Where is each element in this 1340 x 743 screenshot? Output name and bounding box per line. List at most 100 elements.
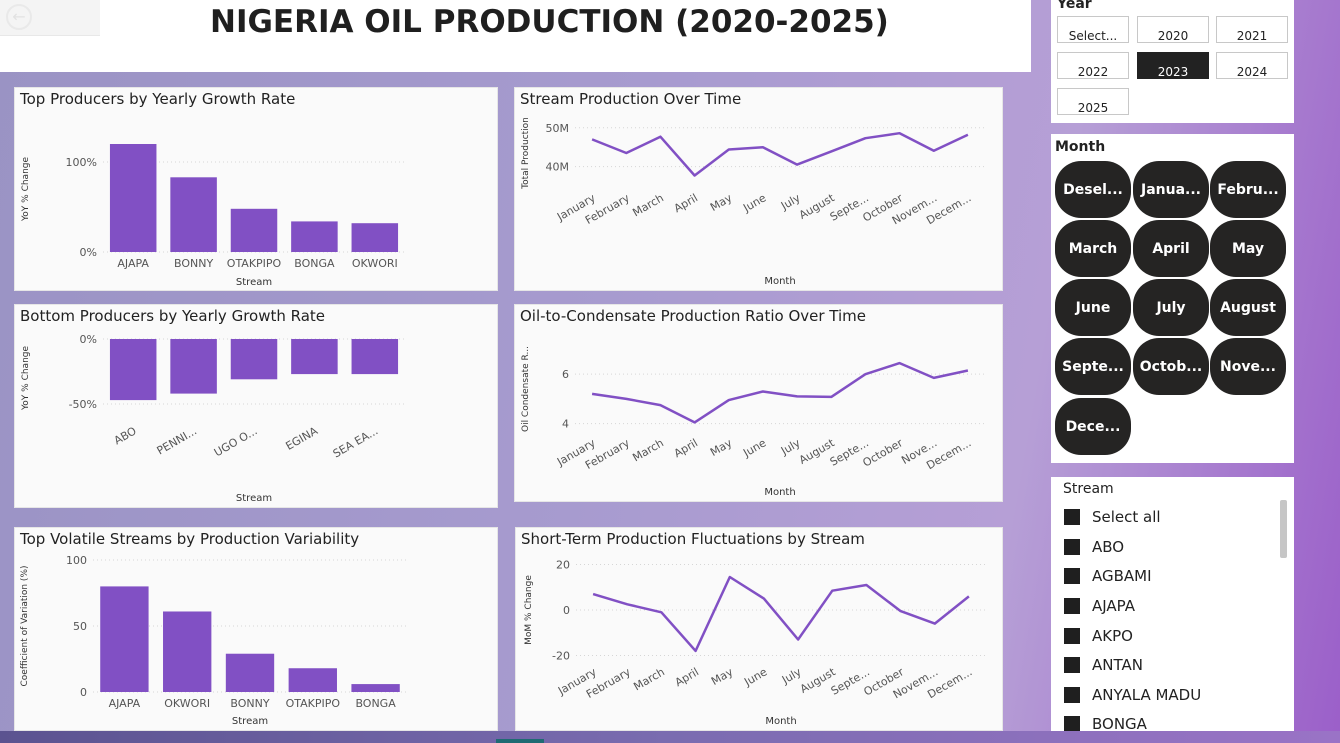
month-option-april[interactable]: April: [1133, 220, 1209, 277]
y-axis-label: MoM % Change: [524, 575, 534, 645]
bottom-tab-strip: [0, 731, 1340, 743]
back-button[interactable]: ←: [0, 0, 100, 36]
chart-volatility[interactable]: Top Volatile Streams by Production Varia…: [14, 527, 498, 731]
x-tick-label: April: [672, 191, 700, 215]
chart-oil-condensate-ratio[interactable]: Oil-to-Condensate Production Ratio Over …: [514, 304, 1003, 502]
month-option-august[interactable]: August: [1210, 279, 1286, 336]
x-tick-label: OKWORI: [164, 697, 210, 710]
bar: [230, 339, 278, 380]
month-option-march[interactable]: March: [1055, 220, 1131, 277]
stream-option-label: ANYALA MADU: [1092, 686, 1202, 704]
month-option-october[interactable]: Octob...: [1133, 338, 1209, 395]
month-option-july[interactable]: July: [1133, 279, 1209, 336]
chart-title: Bottom Producers by Yearly Growth Rate: [20, 307, 326, 325]
month-option-june[interactable]: June: [1055, 279, 1131, 336]
stream-option-anyala-madu[interactable]: ANYALA MADU: [1064, 684, 1201, 706]
y-tick-label: 100%: [66, 156, 97, 169]
chart-top-growth[interactable]: Top Producers by Yearly Growth Rate 0% 10…: [14, 87, 498, 291]
chart-title: Oil-to-Condensate Production Ratio Over …: [520, 307, 867, 325]
x-tick-label: SEA EA...: [331, 424, 381, 460]
chart-title: Short-Term Production Fluctuations by St…: [521, 530, 865, 548]
stream-option-label: AGBAMI: [1092, 567, 1152, 585]
chart-mom-fluctuations[interactable]: Short-Term Production Fluctuations by St…: [515, 527, 1003, 731]
y-axis-label: YoY % Change: [21, 346, 31, 412]
month-option-november[interactable]: Nove...: [1210, 338, 1286, 395]
stream-option-antan[interactable]: ANTAN: [1064, 654, 1143, 676]
active-tab-indicator[interactable]: [496, 739, 544, 743]
bar: [109, 339, 157, 401]
x-tick-label: March: [630, 191, 666, 219]
checkbox-icon[interactable]: [1064, 716, 1080, 731]
checkbox-icon[interactable]: [1064, 509, 1080, 525]
stream-option-label: AJAPA: [1092, 597, 1136, 615]
series-line: [591, 361, 969, 424]
checkbox-icon[interactable]: [1064, 657, 1080, 673]
back-arrow-icon: ←: [6, 4, 32, 30]
x-tick-label: EGINA: [284, 424, 321, 453]
stream-option-bonga[interactable]: BONGA: [1064, 713, 1147, 731]
x-axis-label: Month: [764, 487, 795, 498]
month-option-february[interactable]: Febru...: [1210, 161, 1286, 218]
y-tick-label: 50M: [546, 122, 570, 135]
x-tick-label: May: [708, 436, 735, 459]
stream-option-label: AKPO: [1092, 627, 1133, 645]
year-option-2025[interactable]: 2025: [1057, 88, 1129, 115]
year-option-2021[interactable]: 2021: [1216, 16, 1288, 43]
stream-option-label: ABO: [1092, 538, 1125, 556]
y-axis-label: Oil Condensate R...: [521, 346, 531, 432]
bar: [170, 177, 217, 252]
checkbox-icon[interactable]: [1064, 568, 1080, 584]
year-option-2023[interactable]: 2023: [1137, 52, 1209, 79]
x-tick-label: UGO O...: [212, 424, 260, 459]
month-option-september[interactable]: Septe...: [1055, 338, 1131, 395]
x-tick-label: April: [673, 665, 701, 689]
month-slicer: Month Desel... Janua... Febru... March A…: [1051, 134, 1294, 463]
checkbox-icon[interactable]: [1064, 687, 1080, 703]
x-axis-label: Stream: [236, 277, 272, 288]
x-axis-label: Stream: [236, 493, 272, 504]
x-tick-label: BONNY: [230, 697, 269, 710]
year-option-2022[interactable]: 2022: [1057, 52, 1129, 79]
chart-title: Top Producers by Yearly Growth Rate: [20, 90, 296, 108]
year-option-2024[interactable]: 2024: [1216, 52, 1288, 79]
y-tick-label: 0%: [80, 333, 97, 346]
bar: [351, 339, 399, 375]
stream-slicer: Stream Select all ABO AGBAMI AJAPA AKPO …: [1051, 477, 1294, 731]
stream-option-agbami[interactable]: AGBAMI: [1064, 565, 1152, 587]
stream-option-akpo[interactable]: AKPO: [1064, 625, 1133, 647]
month-option-december[interactable]: Dece...: [1055, 398, 1131, 455]
chart-bottom-growth[interactable]: Bottom Producers by Yearly Growth Rate 0…: [14, 304, 498, 508]
x-tick-label: May: [708, 191, 735, 214]
month-option-may[interactable]: May: [1210, 220, 1286, 277]
stream-option-select-all[interactable]: Select all: [1064, 506, 1161, 528]
checkbox-icon[interactable]: [1064, 598, 1080, 614]
x-tick-label: March: [630, 436, 666, 464]
month-option-deselect[interactable]: Desel...: [1055, 161, 1131, 218]
chart-stream-production[interactable]: Stream Production Over Time 40M 50M Total …: [514, 87, 1003, 291]
chart-title: Stream Production Over Time: [520, 90, 742, 108]
year-option-2020[interactable]: 2020: [1137, 16, 1209, 43]
volatility-svg: 0 50 100 Coefficient of Variation (%) Stream…: [20, 554, 407, 727]
x-tick-label: June: [741, 665, 769, 689]
year-slicer-title: Year: [1057, 0, 1092, 12]
stream-option-ajapa[interactable]: AJAPA: [1064, 595, 1135, 617]
x-tick-label: BONGA: [355, 697, 396, 710]
checkbox-icon[interactable]: [1064, 539, 1080, 555]
series-line: [591, 131, 969, 177]
y-tick-label: 0%: [80, 246, 97, 259]
x-tick-label: ABO: [112, 424, 139, 447]
bar: [100, 586, 149, 692]
y-tick-label: 50: [73, 620, 87, 633]
x-tick-label: PENNI...: [155, 424, 199, 457]
checkbox-icon[interactable]: [1064, 628, 1080, 644]
stream-scrollbar[interactable]: [1280, 500, 1287, 558]
x-tick-label: June: [740, 191, 768, 215]
y-tick-label: 4: [562, 418, 569, 431]
stream-option-abo[interactable]: ABO: [1064, 536, 1124, 558]
month-option-january[interactable]: Janua...: [1133, 161, 1209, 218]
year-slicer: Year Select... 2020 2021 2022 2023 2024 …: [1051, 0, 1294, 123]
y-tick-label: 40M: [546, 161, 570, 174]
year-option-select[interactable]: Select...: [1057, 16, 1129, 43]
